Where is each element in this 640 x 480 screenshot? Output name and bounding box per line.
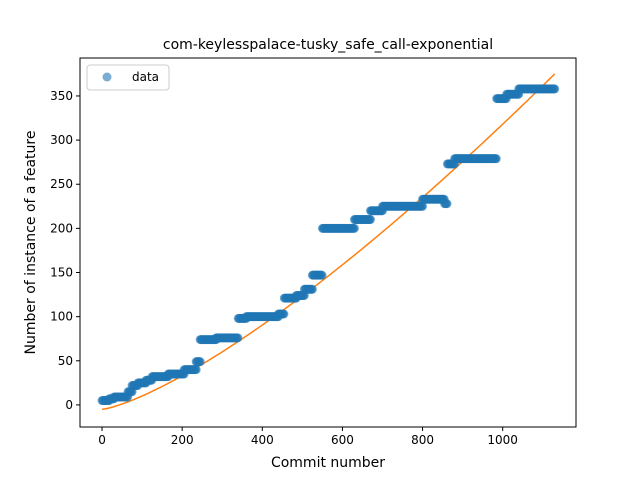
y-axis-ticks: 0 50 100 150 200 250 300 350 bbox=[50, 89, 80, 412]
data-point bbox=[233, 333, 243, 343]
data-point bbox=[365, 215, 375, 225]
data-point bbox=[317, 270, 327, 280]
data-point bbox=[491, 154, 501, 164]
data-point bbox=[195, 357, 205, 367]
plot-frame bbox=[79, 57, 577, 428]
data-point bbox=[191, 365, 201, 375]
data-points-layer bbox=[97, 84, 560, 406]
x-axis-ticks: 0 200 400 600 800 1000 bbox=[98, 427, 518, 447]
y-tick-label: 350 bbox=[50, 89, 73, 103]
chart-title: com-keylesspalace-tusky_safe_call-expone… bbox=[163, 37, 493, 53]
y-tick-label: 200 bbox=[50, 221, 73, 235]
data-point bbox=[418, 201, 428, 211]
y-tick-label: 50 bbox=[58, 354, 73, 368]
y-tick-label: 250 bbox=[50, 177, 73, 191]
y-tick-label: 300 bbox=[50, 133, 73, 147]
x-tick-label: 1000 bbox=[487, 433, 518, 447]
legend: data bbox=[86, 64, 170, 91]
x-tick-label: 0 bbox=[98, 433, 106, 447]
y-tick-label: 0 bbox=[65, 398, 73, 412]
x-tick-label: 400 bbox=[251, 433, 274, 447]
legend-label-data: data bbox=[132, 70, 159, 84]
legend-box bbox=[86, 64, 170, 91]
x-tick-label: 200 bbox=[171, 433, 194, 447]
y-tick-label: 100 bbox=[50, 310, 73, 324]
y-axis-label: Number of instance of a feature bbox=[23, 131, 39, 355]
legend-marker-data bbox=[102, 72, 112, 82]
x-axis-label: Commit number bbox=[271, 455, 385, 471]
data-point bbox=[279, 309, 289, 319]
x-tick-label: 800 bbox=[411, 433, 434, 447]
data-point bbox=[442, 199, 452, 209]
data-point bbox=[550, 84, 560, 94]
plot-area bbox=[80, 58, 576, 427]
data-point bbox=[349, 223, 359, 233]
x-tick-label: 600 bbox=[331, 433, 354, 447]
y-tick-label: 150 bbox=[50, 266, 73, 280]
data-point bbox=[307, 284, 317, 294]
